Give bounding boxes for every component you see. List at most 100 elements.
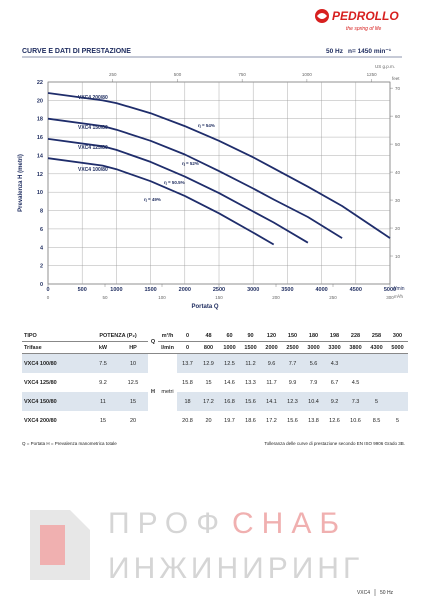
head-value: 9.9 [288,379,297,386]
head-value: 16.8 [219,392,241,411]
x3-tick-label: 1250 [367,72,378,77]
pump-curve [47,117,343,239]
header-cell: 90 [240,330,262,342]
efficiency-label: η = 54% [198,123,215,128]
head-value: 12.9 [198,353,220,373]
brand: PEDROLLO [332,9,399,23]
y-tick-label: 12 [37,172,43,178]
head-value: 12.6 [329,417,340,424]
tolerance-note: Tolleranza delle curve di prestazione se… [264,441,405,446]
header-row: Trifase kW HP l/min 0 800 1000 1500 2000 2500 3000… [22,341,409,354]
header-cell: 300 [387,330,409,342]
y-tick-label: 20 [37,98,43,104]
logo: PEDROLLO the spring of life [315,9,399,32]
efficiency-label: η = 49% [144,197,161,202]
x-tick-label: 5000 [384,287,396,293]
x-tick-label: 3500 [281,287,293,293]
head-value: 10.4 [303,392,325,411]
x-tick-label: 1500 [144,287,156,293]
data-row: VXC4 200/80 15 20 20.8 20 19.7 18.6 17.2 15.6 13.… [22,411,408,430]
watermark: ПРОФ СНАБ ИНЖИНИРИНГ [30,507,363,585]
header-cell: 180 [303,330,325,342]
head-value: 6.7 [330,379,339,386]
kw-cell: 15 [99,417,107,424]
head-value [345,353,367,373]
curve-label: VXC4 100/80 [78,167,108,173]
head-value: 7.3 [345,392,367,411]
hp-cell: 20 [129,417,137,424]
watermark-icon [30,510,90,580]
y2-tick-label: 20 [395,226,401,231]
curve-label: VXC4 200/80 [78,95,108,101]
watermark-icon-inner [40,525,65,565]
head-value: 5 [366,392,388,411]
type-cell: VXC4 200/80 [24,417,57,424]
y-tick-label: 22 [37,80,43,86]
head-value: 4.5 [351,379,360,386]
header-cell: 48 [198,330,220,342]
head-value: 15 [205,379,212,386]
head-value: 12.3 [282,392,304,411]
header-cell: 1500 [240,341,262,354]
curve-label: VXC4 150/80 [78,125,108,131]
efficiency-label: η = 52% [182,161,199,166]
x2-tick-label: 150 [215,295,223,300]
header-cell: 1000 [219,341,241,354]
header-cell: Trifase [22,341,88,354]
hp-cell: 10 [118,353,149,373]
efficiency-label: η = 50.5% [164,180,185,185]
h-unit: metri [161,389,174,395]
footer-model: VXC4 [357,590,370,596]
head-value [387,353,409,373]
y-tick-label: 4 [40,245,44,251]
header-cell: l/min [158,341,178,354]
head-value: 20 [205,417,212,424]
head-value: 8.5 [372,417,381,424]
y-tick-label: 2 [40,264,43,270]
x-unit: l/min [394,286,405,292]
y-tick-label: 16 [37,135,43,141]
watermark-word: ИНЖИНИРИНГ [108,552,363,585]
y-tick-label: 10 [37,190,43,196]
head-value: 17.2 [198,392,220,411]
x-tick-label: 500 [78,287,87,293]
head-value: 11.2 [240,353,262,373]
type-cell: VXC4 100/80 [22,353,88,373]
y2-tick-label: 10 [395,254,401,259]
frequency: 50 Hz [326,48,344,55]
header-cell: 0 [177,341,199,354]
y2-tick-label: 30 [395,198,401,203]
header-cell: POTENZA (P₂) [88,330,149,342]
section-title: CURVE E DATI DI PRESTAZIONE [22,48,131,55]
pump-curve [47,138,309,244]
footer-frequency: 50 Hz [380,590,394,596]
pump-curve [47,92,391,239]
data-row: VXC4 125/80 9.2 12.5 15.8 15 14.6 13.3 11.7 9.9 7… [22,373,408,392]
head-value [366,373,387,392]
head-value: 4.3 [324,353,346,373]
x-tick-label: 2500 [213,287,225,293]
head-value: 9.2 [324,392,346,411]
head-value [387,373,408,392]
x3-unit: US g.p.m. [375,64,395,69]
x2-tick-label: 200 [272,295,280,300]
header-cell: 4300 [366,341,388,354]
kw-cell: 11 [88,392,118,411]
head-value: 13.3 [245,379,256,386]
y2-tick-label: 50 [395,142,401,147]
curve-label: VXC4 125/80 [78,145,108,151]
kw-cell: 9.2 [99,379,107,386]
x-axis-label: Portata Q [191,304,218,310]
x-tick-label: 3000 [247,287,259,293]
y-tick-label: 18 [37,117,43,123]
x3-tick-label: 750 [238,72,246,77]
head-value: 14.1 [261,392,283,411]
y-tick-label: 14 [37,153,44,159]
type-cell: VXC4 150/80 [22,392,88,411]
y2-tick-label: 60 [395,114,401,119]
head-value: 18 [177,392,199,411]
head-value: 10.6 [350,417,361,424]
